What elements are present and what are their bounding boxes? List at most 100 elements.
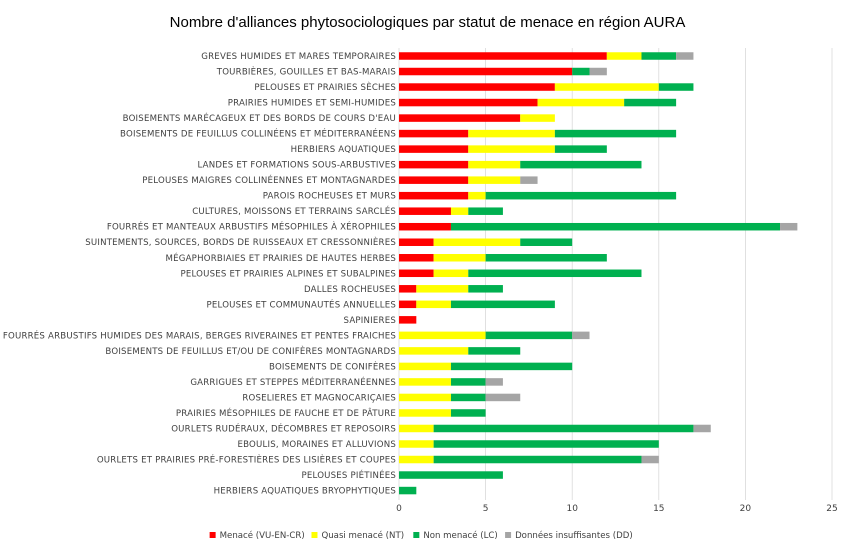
- bars: [399, 52, 798, 495]
- x-tick-label: 25: [826, 504, 837, 514]
- bar-segment-2: [399, 362, 451, 371]
- bar-segment-3: [520, 238, 573, 246]
- bar-segment-2: [468, 176, 521, 184]
- category-label: CULTURES, MOISSONS ET TERRAINS SARCLÉS: [192, 205, 396, 217]
- bar-segment-2: [468, 160, 521, 169]
- bar-segment-4: [676, 52, 694, 60]
- bar-segment-3: [450, 409, 486, 417]
- category-label: HERBIERS AQUATIQUES: [291, 145, 396, 155]
- legend-label: Données insuffisantes (DD): [515, 530, 633, 541]
- bar-segment-4: [641, 455, 659, 464]
- x-tick-label: 10: [566, 504, 578, 514]
- bar-segment-2: [554, 83, 659, 91]
- category-label: DALLES ROCHEUSES: [304, 285, 396, 295]
- bar-segment-3: [433, 455, 642, 464]
- bar-segment-1: [399, 238, 434, 246]
- category-label: PELOUSES ET PRAIRIES SÈCHES: [254, 81, 396, 93]
- legend-swatch: [505, 532, 512, 538]
- category-label: FOURRÉS ARBUSTIFS HUMIDES DES MARAIS, BE…: [3, 329, 396, 341]
- bar-segment-4: [693, 424, 711, 433]
- bar-segment-2: [399, 378, 451, 386]
- category-label: PELOUSES ET PRAIRIES ALPINES ET SUBALPIN…: [180, 269, 396, 279]
- category-labels: GREVES HUMIDES ET MARES TEMPORAIRES TOURB…: [3, 52, 396, 497]
- bar-segment-1: [399, 160, 469, 169]
- bar-segment-1: [399, 52, 607, 60]
- bar-segment-3: [468, 347, 521, 355]
- legend-label: Non menacé (LC): [423, 530, 497, 541]
- category-label: GREVES HUMIDES ET MARES TEMPORAIRES: [201, 52, 396, 62]
- bar-segment-2: [416, 300, 451, 309]
- bar-segment-1: [399, 176, 469, 184]
- bar-segment-1: [399, 222, 451, 231]
- category-label: EBOULIS, MORAINES ET ALLUVIONS: [237, 440, 396, 450]
- category-label: PAROIS ROCHEUSES ET MURS: [263, 192, 396, 202]
- bar-segment-2: [416, 285, 469, 293]
- bar-segment-1: [399, 300, 417, 309]
- x-tick-label: 5: [483, 504, 489, 514]
- bar-segment-2: [537, 98, 625, 107]
- category-label: PELOUSES ET COMMUNAUTÉS ANNUELLES: [207, 298, 397, 310]
- bar-segment-3: [450, 300, 555, 309]
- bar-segment-4: [520, 176, 538, 184]
- bar-segment-2: [399, 455, 434, 464]
- bar-segment-2: [520, 114, 555, 122]
- bar-segment-3: [468, 269, 642, 278]
- bar-segment-3: [433, 424, 694, 433]
- category-label: PRAIRIES HUMIDES ET SEMI-HUMIDES: [228, 99, 396, 109]
- bar-segment-1: [399, 269, 434, 278]
- bar-segment-3: [658, 83, 694, 91]
- bar-segment-3: [399, 486, 417, 495]
- bar-segment-3: [485, 191, 677, 200]
- bar-segment-3: [399, 471, 503, 479]
- bar-segment-2: [399, 424, 434, 433]
- category-label: BOISEMENTS DE CONIFÈRES: [269, 360, 396, 372]
- bar-segment-1: [399, 114, 521, 122]
- x-tick-label: 20: [740, 504, 752, 514]
- bar-segment-3: [572, 67, 590, 76]
- category-label: OURLETS RUDÉRAUX, DÉCOMBRES ET REPOSOIRS: [171, 422, 396, 434]
- bar-segment-3: [468, 285, 503, 293]
- bar-segment-1: [399, 145, 469, 153]
- bar-segment-1: [399, 129, 469, 138]
- bar-segment-3: [450, 378, 486, 386]
- bar-segment-1: [399, 316, 417, 324]
- bar-segment-4: [485, 378, 503, 386]
- bar-segment-1: [399, 191, 469, 200]
- bar-segment-2: [399, 393, 451, 402]
- bar-segment-2: [399, 347, 469, 355]
- bar-segment-2: [399, 440, 434, 448]
- bar-segment-2: [433, 269, 469, 278]
- bar-segment-4: [780, 222, 798, 231]
- category-label: GARRIGUES ET STEPPES MÉDITERRANÉENNES: [190, 376, 396, 388]
- bar-segment-1: [399, 285, 417, 293]
- category-label: ROSELIERES ET MAGNOCARIÇAIES: [242, 393, 396, 403]
- legend-label: Menacé (VU-EN-CR): [220, 530, 305, 541]
- legend-swatch: [311, 532, 318, 538]
- bar-segment-3: [554, 129, 677, 138]
- category-label: BOISEMENTS DE FEUILLUS ET/OU DE CONIFÈRE…: [105, 345, 396, 357]
- bar-segment-2: [433, 254, 486, 262]
- bar-segment-3: [485, 254, 607, 262]
- category-label: HERBIERS AQUATIQUES BRYOPHYTIQUES: [214, 487, 396, 497]
- bar-segment-2: [606, 52, 642, 60]
- legend: Menacé (VU-EN-CR) Quasi menacé (NT) Non me…: [209, 530, 633, 541]
- bar-segment-3: [520, 160, 642, 169]
- category-label: PRAIRIES MÉSOPHILES DE FAUCHE ET DE PÂTU…: [176, 407, 396, 419]
- bar-segment-3: [554, 145, 607, 153]
- x-axis-ticks: 0 5 10 15 20 25: [396, 504, 838, 514]
- category-label: LANDES ET FORMATIONS SOUS-ARBUSTIVES: [197, 161, 396, 171]
- x-tick-label: 15: [653, 504, 664, 514]
- bar-segment-3: [468, 207, 503, 215]
- bar-segment-3: [641, 52, 677, 60]
- bar-segment-1: [399, 98, 538, 107]
- chart-title: Nombre d'alliances phytosociologiques pa…: [169, 14, 686, 31]
- category-label: PELOUSES MAIGRES COLLINÉENNES ET MONTAGN…: [142, 174, 396, 186]
- category-label: TOURBIÈRES, GOUILLES ET BAS-MARAIS: [216, 66, 396, 78]
- bar-segment-2: [450, 207, 469, 215]
- bar-segment-2: [433, 238, 521, 246]
- category-label: PELOUSES PIÉTINÉES: [302, 469, 397, 481]
- bar-segment-4: [485, 393, 521, 402]
- legend-label: Quasi menacé (NT): [321, 530, 404, 541]
- legend-swatch: [413, 532, 420, 538]
